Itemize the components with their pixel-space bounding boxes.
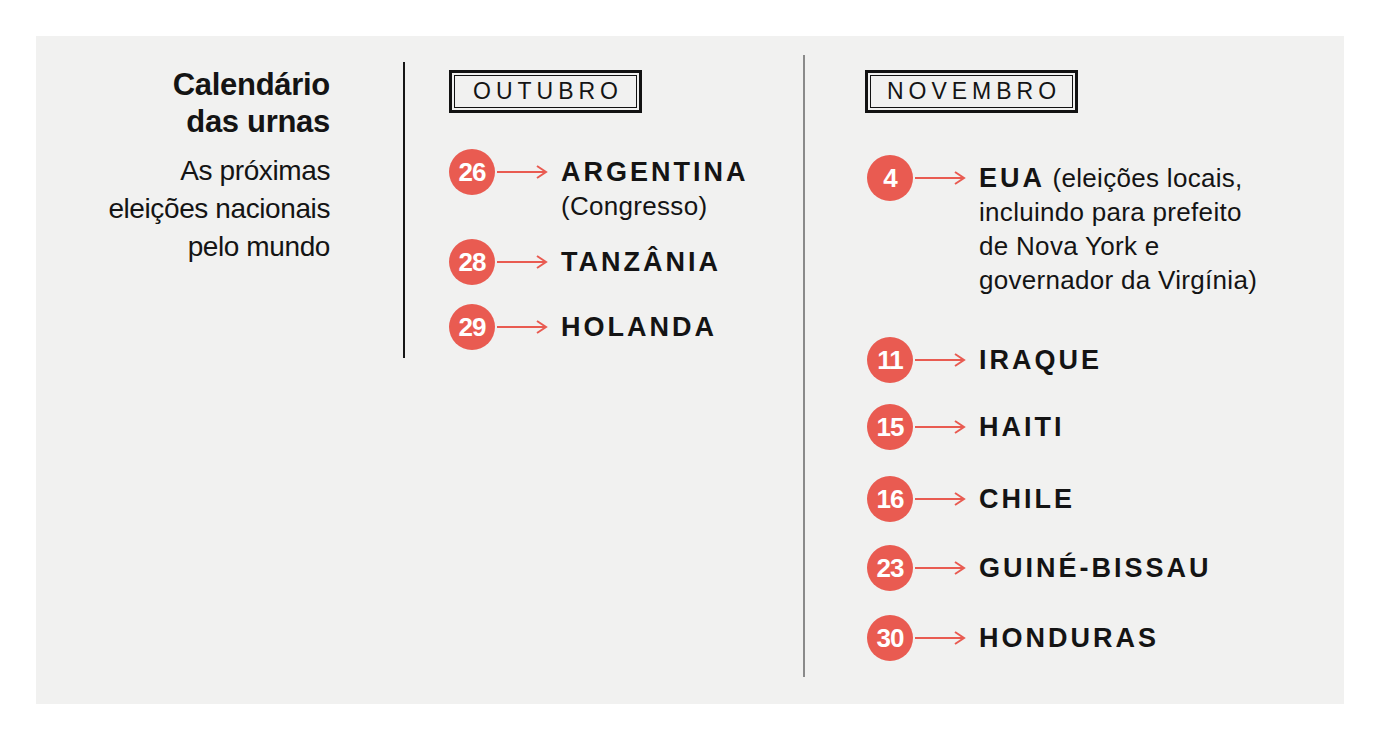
country-label: IRAQUE: [979, 343, 1309, 377]
country-name: HAITI: [979, 412, 1065, 442]
country-label: HONDURAS: [979, 621, 1309, 655]
arrow-right-icon: [497, 319, 553, 335]
month-header-october: OUTUBRO: [449, 70, 642, 113]
election-row: 23 GUINÉ-BISSAU: [867, 545, 1309, 591]
country-name: EUA: [979, 163, 1045, 193]
country-name: HOLANDA: [561, 312, 717, 342]
election-row: 30 HONDURAS: [867, 615, 1309, 661]
title-block: Calendário das urnas As próximas eleiçõe…: [76, 66, 330, 266]
date-badge: 4: [867, 155, 913, 201]
arrow-right-icon: [497, 164, 553, 180]
election-row: 4 EUA (eleições locais, incluindo para p…: [867, 155, 1309, 297]
arrow-right-icon: [915, 560, 971, 576]
month-header-november: NOVEMBRO: [865, 70, 1078, 113]
country-name: ARGENTINA: [561, 157, 749, 187]
arrow-right-icon: [915, 491, 971, 507]
arrow-right-icon: [915, 419, 971, 435]
country-name: IRAQUE: [979, 345, 1102, 375]
country-label: CHILE: [979, 482, 1309, 516]
country-label: EUA (eleições locais, incluindo para pre…: [979, 161, 1309, 297]
date-badge: 30: [867, 615, 913, 661]
country-label: HOLANDA: [561, 310, 791, 344]
month-label: OUTUBRO: [473, 78, 623, 105]
vertical-divider-left: [403, 62, 405, 358]
country-name: HONDURAS: [979, 623, 1159, 653]
date-badge: 26: [449, 149, 495, 195]
election-row: 28 TANZÂNIA: [449, 239, 791, 285]
arrow-right-icon: [915, 170, 971, 186]
arrow-right-icon: [915, 630, 971, 646]
election-row: 26 ARGENTINA (Congresso): [449, 149, 791, 223]
vertical-divider-right: [803, 55, 805, 677]
infographic-panel: Calendário das urnas As próximas eleiçõe…: [36, 36, 1344, 704]
arrow-right-icon: [497, 254, 553, 270]
date-badge: 28: [449, 239, 495, 285]
country-label: TANZÂNIA: [561, 245, 791, 279]
arrow-right-icon: [915, 352, 971, 368]
country-name: CHILE: [979, 484, 1075, 514]
election-row: 15 HAITI: [867, 404, 1309, 450]
country-detail: (Congresso): [561, 191, 707, 221]
month-label: NOVEMBRO: [887, 78, 1061, 105]
page-subtitle: As próximas eleições nacionais pelo mund…: [76, 152, 330, 266]
date-badge: 23: [867, 545, 913, 591]
country-label: GUINÉ-BISSAU: [979, 551, 1309, 585]
election-row: 29 HOLANDA: [449, 304, 791, 350]
date-badge: 15: [867, 404, 913, 450]
country-name: GUINÉ-BISSAU: [979, 553, 1212, 583]
country-label: ARGENTINA (Congresso): [561, 155, 791, 223]
date-badge: 11: [867, 337, 913, 383]
date-badge: 29: [449, 304, 495, 350]
election-row: 16 CHILE: [867, 476, 1309, 522]
country-name: TANZÂNIA: [561, 247, 721, 277]
date-badge: 16: [867, 476, 913, 522]
country-label: HAITI: [979, 410, 1309, 444]
election-row: 11 IRAQUE: [867, 337, 1309, 383]
infographic-canvas: Calendário das urnas As próximas eleiçõe…: [0, 0, 1380, 735]
page-title: Calendário das urnas: [76, 66, 330, 140]
